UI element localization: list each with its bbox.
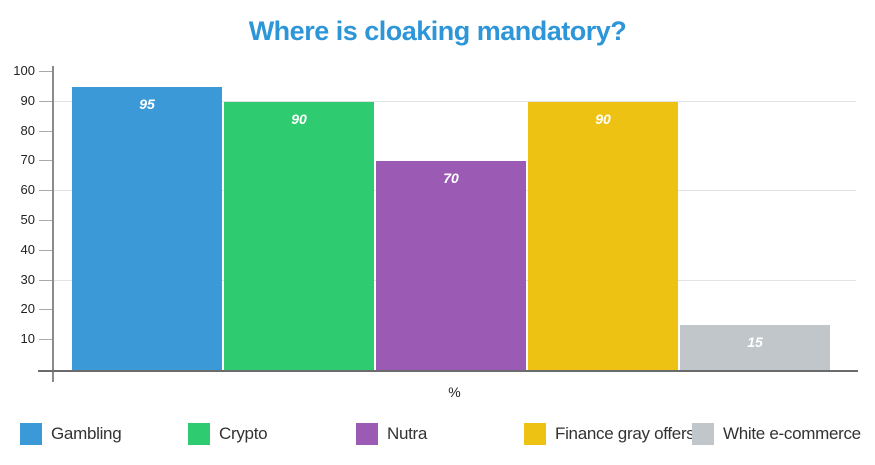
legend-item-nutra: Nutra — [356, 423, 524, 445]
bar-value-label-crypto: 90 — [291, 110, 307, 127]
bar-value-label-finance-gray-offers: 90 — [595, 110, 611, 127]
legend-item-crypto: Crypto — [188, 423, 356, 445]
legend-swatch-white-e-commerce — [692, 423, 714, 445]
gridline-90 — [53, 100, 856, 102]
legend-swatch-nutra — [356, 423, 378, 445]
y-tick-label-70: 70 — [20, 152, 35, 168]
y-tick-label-40: 40 — [20, 241, 35, 257]
legend-label-finance-gray-offers: Finance gray offers — [555, 424, 695, 443]
y-tick-label-20: 20 — [20, 301, 35, 317]
y-tick-70 — [39, 160, 52, 162]
bar-value-label-white-e-commerce: 15 — [747, 334, 763, 351]
legend: Gambling Crypto Nutra Finance gray offers Wh… — [20, 423, 861, 445]
bar-nutra: 70 — [376, 161, 526, 370]
y-tick-20 — [39, 309, 52, 311]
legend-item-finance-gray-offers: Finance gray offers — [524, 423, 695, 445]
legend-label-gambling: Gambling — [51, 424, 122, 443]
legend-item-gambling: Gambling — [20, 423, 188, 445]
y-tick-40 — [39, 249, 52, 251]
y-tick-label-30: 30 — [20, 271, 35, 287]
legend-swatch-gambling — [20, 423, 42, 445]
x-axis-label: % — [448, 384, 461, 400]
y-tick-label-90: 90 — [20, 92, 35, 108]
legend-label-crypto: Crypto — [219, 424, 268, 443]
y-tick-label-100: 100 — [13, 63, 35, 78]
y-tick-30 — [39, 279, 52, 281]
chart-title: Where is cloaking mandatory? — [248, 16, 627, 46]
y-tick-label-60: 60 — [20, 182, 35, 198]
legend-label-white-e-commerce: White e-commerce — [723, 424, 861, 443]
bar-value-label-nutra: 70 — [443, 170, 459, 187]
bar-crypto: 90 — [224, 101, 374, 370]
legend-item-white-e-commerce: White e-commerce — [692, 423, 861, 445]
bar-white-e-commerce: 15 — [680, 325, 830, 370]
y-tick-90 — [39, 100, 52, 102]
bar-value-label-gambling: 95 — [139, 95, 155, 112]
bar-gambling: 95 — [72, 86, 222, 370]
plot-area: 10 20 30 40 50 60 70 80 90 100 95 90 70 90 15 % — [13, 64, 858, 400]
x-axis-baseline — [38, 370, 858, 372]
legend-swatch-crypto — [188, 423, 210, 445]
bar-finance-gray-offers: 90 — [528, 101, 678, 370]
y-tick-80 — [39, 130, 52, 132]
y-tick-label-10: 10 — [20, 331, 35, 347]
y-tick-50 — [39, 220, 52, 221]
legend-swatch-finance-gray-offers — [524, 423, 546, 445]
bars-container: 95 90 70 90 15 — [72, 72, 830, 370]
y-axis-line — [52, 66, 54, 382]
y-tick-label-80: 80 — [20, 122, 35, 138]
y-tick-10 — [39, 339, 52, 341]
y-tick-label-50: 50 — [20, 212, 35, 227]
legend-label-nutra: Nutra — [387, 424, 428, 443]
y-tick-100 — [39, 71, 52, 72]
y-tick-60 — [39, 190, 52, 192]
